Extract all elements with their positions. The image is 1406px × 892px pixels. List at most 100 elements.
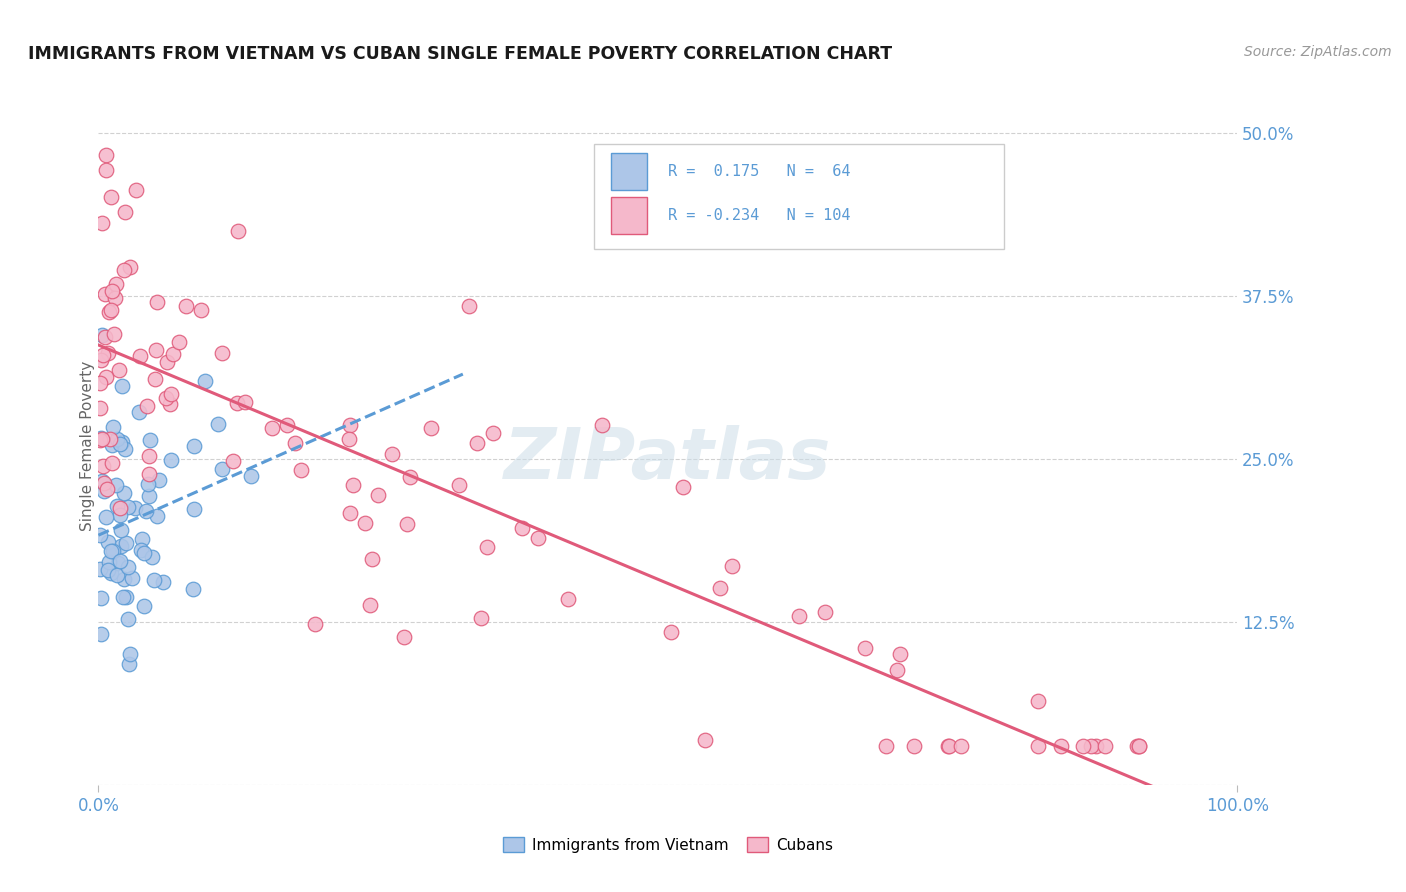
Text: ZIPatlas: ZIPatlas <box>505 425 831 494</box>
Point <box>129 349 152 363</box>
Point <box>420 421 443 435</box>
Point <box>155 391 177 405</box>
Point <box>160 453 183 467</box>
Point <box>145 509 167 524</box>
Point <box>276 418 298 433</box>
Point <box>108 362 131 376</box>
Point <box>121 571 143 585</box>
Point <box>367 487 389 501</box>
Point <box>1080 739 1102 753</box>
Point <box>89 527 111 541</box>
Point <box>156 355 179 369</box>
Point <box>108 553 131 567</box>
Point <box>114 442 136 457</box>
Point <box>467 436 489 450</box>
Point <box>96 162 118 177</box>
Point <box>399 469 422 483</box>
Point <box>89 433 111 447</box>
Point <box>94 370 117 384</box>
Point <box>101 438 124 452</box>
Point <box>194 374 217 388</box>
Point <box>96 482 118 496</box>
Point <box>183 502 205 516</box>
Point <box>141 550 163 565</box>
Point <box>111 379 134 393</box>
Point <box>93 348 115 362</box>
Point <box>117 612 139 626</box>
Point <box>138 449 160 463</box>
Point <box>136 476 159 491</box>
Point <box>181 582 204 596</box>
Point <box>115 536 138 550</box>
FancyBboxPatch shape <box>593 145 1004 250</box>
Point <box>93 286 115 301</box>
Point <box>90 627 112 641</box>
Point <box>457 299 479 313</box>
Point <box>360 551 382 566</box>
Point <box>98 304 121 318</box>
Point <box>91 475 114 489</box>
Point <box>129 542 152 557</box>
Point <box>134 546 156 560</box>
Point <box>527 531 550 545</box>
Point <box>1071 739 1094 753</box>
FancyBboxPatch shape <box>612 197 647 234</box>
Point <box>93 484 115 499</box>
Point <box>671 480 693 494</box>
Point <box>339 417 361 432</box>
Point <box>342 478 364 492</box>
Point <box>104 478 127 492</box>
Point <box>93 476 115 491</box>
Point <box>226 224 249 238</box>
Point <box>104 291 127 305</box>
Text: Source: ZipAtlas.com: Source: ZipAtlas.com <box>1244 45 1392 59</box>
Point <box>105 432 128 446</box>
Point <box>90 591 112 606</box>
Point <box>239 469 262 483</box>
Point <box>211 346 233 360</box>
Point <box>138 489 160 503</box>
Text: R = -0.234   N = 104: R = -0.234 N = 104 <box>668 208 851 223</box>
Point <box>105 499 128 513</box>
Point <box>787 608 810 623</box>
Point <box>1026 739 1049 753</box>
Point <box>120 260 142 275</box>
Point <box>222 454 245 468</box>
Point <box>115 590 138 604</box>
Point <box>260 420 283 434</box>
Point <box>152 575 174 590</box>
Point <box>1128 739 1150 753</box>
Point <box>111 434 134 449</box>
Point <box>938 739 960 753</box>
Point <box>447 478 470 492</box>
Point <box>875 739 897 753</box>
Point <box>143 372 166 386</box>
Point <box>159 397 181 411</box>
Point <box>721 559 744 574</box>
Point <box>949 739 972 753</box>
Point <box>101 284 124 298</box>
Point <box>903 739 925 753</box>
Point <box>104 277 127 292</box>
Point <box>90 328 112 343</box>
Point <box>96 510 118 524</box>
Point <box>1026 694 1049 708</box>
Point <box>138 467 160 482</box>
Point <box>100 566 122 581</box>
Point <box>117 559 139 574</box>
Point <box>304 616 326 631</box>
FancyBboxPatch shape <box>612 153 647 190</box>
Point <box>510 521 533 535</box>
Point <box>100 457 122 471</box>
Point <box>381 447 404 461</box>
Point <box>1126 739 1149 753</box>
Point <box>114 205 136 219</box>
Point <box>89 376 111 390</box>
Point <box>97 346 120 360</box>
Point <box>117 500 139 515</box>
Point <box>135 504 157 518</box>
Point <box>226 396 249 410</box>
Point <box>284 435 307 450</box>
Point <box>853 640 876 655</box>
Point <box>591 418 613 433</box>
